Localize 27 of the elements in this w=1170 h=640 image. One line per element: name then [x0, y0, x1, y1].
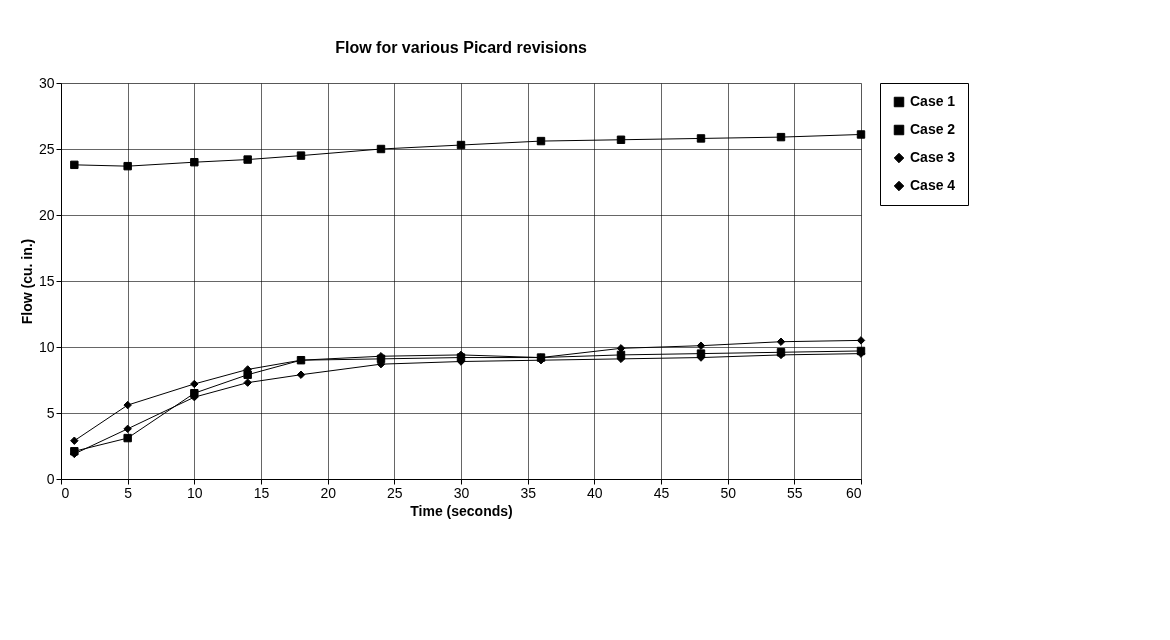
y-tick-label: 5 [46, 404, 55, 421]
chart-title: Flow for various Picard revisions [335, 39, 587, 56]
x-tick-label: 55 [787, 484, 803, 501]
y-tick-label: 15 [38, 272, 55, 289]
legend-label: Case 2 [910, 121, 956, 137]
x-tick-label: 25 [387, 484, 403, 501]
x-tick-label: 60 [845, 484, 862, 501]
x-axis-title: Time (seconds) [410, 502, 513, 519]
legend-label: Case 1 [910, 93, 956, 109]
x-tick-label: 10 [187, 484, 203, 501]
y-tick-label: 20 [38, 206, 55, 223]
y-tick-label: 0 [46, 470, 55, 487]
y-tick-label: 25 [38, 140, 55, 157]
x-tick-label: 30 [453, 484, 470, 501]
y-tick-label: 10 [38, 338, 55, 355]
x-tick-label: 35 [520, 484, 537, 501]
x-tick-label: 45 [653, 484, 670, 501]
x-tick-label: 50 [720, 484, 737, 501]
legend-label: Case 4 [910, 177, 956, 193]
y-axis-title: Flow (cu. in.) [18, 238, 35, 325]
x-tick-label: 40 [587, 484, 603, 501]
x-tick-label: 5 [124, 484, 133, 501]
x-tick-label: 20 [320, 484, 337, 501]
x-tick-label: 15 [253, 484, 270, 501]
legend-label: Case 3 [910, 149, 956, 165]
y-tick-label: 30 [38, 74, 55, 91]
x-tick-label: 0 [61, 484, 70, 501]
